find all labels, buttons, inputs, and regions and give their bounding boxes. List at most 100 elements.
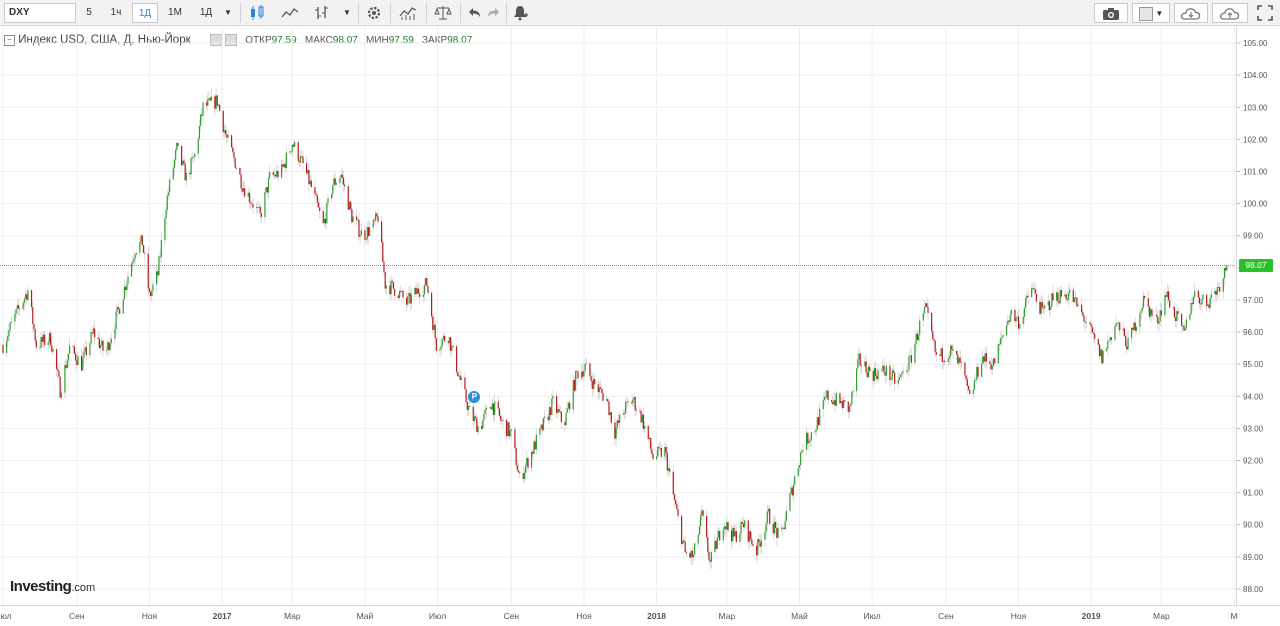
candle [808,441,810,444]
y-tick-label: 92.00 [1243,457,1264,466]
indicators-icon[interactable] [399,4,417,22]
candle [155,271,158,285]
candle [84,347,86,352]
candle [27,290,29,300]
candle [300,156,302,163]
interval-custom-button[interactable]: 1Д [199,7,213,18]
candle [1006,325,1008,336]
candle [1209,297,1211,308]
candle [422,294,424,297]
area-chart-type-icon[interactable] [281,4,299,22]
candle [457,372,459,377]
candle [1064,294,1066,297]
candle [690,550,692,558]
candle [791,487,793,496]
event-marker-icon[interactable]: P [468,390,481,403]
candle [1141,307,1143,311]
candle [59,376,61,398]
candle [176,142,178,150]
y-tick-label: 99.00 [1243,232,1264,241]
price-chart[interactable] [0,27,1236,605]
candle [265,187,267,193]
candle [885,365,887,376]
candle [967,385,970,390]
candle [852,391,854,393]
candle [1102,350,1104,364]
candle [764,532,766,540]
candle [326,202,328,224]
undo-icon[interactable] [465,4,483,22]
interval-dropdown-icon[interactable]: ▼ [224,8,232,17]
y-tick-label: 94.00 [1243,392,1264,401]
candle [26,294,28,300]
cloud-save-button[interactable] [1212,3,1248,23]
candle [840,400,842,404]
candle [516,465,518,471]
collapse-legend-icon[interactable]: − [4,34,15,46]
alert-icon[interactable] [511,4,529,22]
candle [807,432,809,444]
candle [1190,302,1192,315]
bars-chart-type-icon[interactable] [313,4,331,22]
candle [1067,293,1070,300]
x-tick-label: Июл [863,611,880,621]
candle [255,207,258,208]
candle [952,349,954,351]
candle [105,350,108,351]
toolbar-divider [506,3,507,23]
candle [608,401,610,416]
chart-type-dropdown-icon[interactable]: ▼ [343,8,351,17]
candle [284,163,286,168]
camera-button[interactable] [1094,3,1128,23]
candle [1034,289,1036,295]
candle [316,195,318,203]
candle [560,411,562,423]
cloud-load-button[interactable] [1174,3,1208,23]
candle [1132,327,1134,330]
candle [1208,304,1210,308]
candle [414,287,416,295]
candle [498,408,501,416]
candle [883,365,885,373]
candle [557,409,559,413]
candle [634,397,636,411]
candle [809,439,811,442]
candle [523,472,526,479]
redo-icon[interactable] [485,4,503,22]
candle [252,204,254,208]
candle [683,540,685,542]
symbol-input[interactable]: DXY [4,3,76,23]
candle [564,422,566,426]
candle [134,254,136,259]
candle [522,473,524,479]
candle [1081,304,1083,313]
interval-1m-button[interactable]: 1М [168,7,182,18]
y-tick-label: 100.00 [1243,200,1268,209]
compare-scales-icon[interactable] [434,4,452,22]
candle [617,420,620,423]
candle [1156,314,1158,317]
candle [948,356,951,359]
time-axis[interactable]: Июл Сен Ноя 2017 Мар Май Июл Сен Ноя 2018 Мар Май Ию… [0,605,1280,626]
candle [227,135,229,138]
candle [357,219,359,221]
fullscreen-icon[interactable] [1256,4,1274,22]
color-picker-button[interactable]: ▼ [1132,3,1170,23]
candle [1185,319,1187,329]
candles-chart-type-icon[interactable] [248,4,266,22]
candle [7,336,9,341]
candle [83,351,85,358]
interval-5m-button[interactable]: 5 [86,7,92,18]
candle [222,110,224,133]
price-axis[interactable]: 88.00 89.00 90.00 91.00 92.00 93.00 94.00 95.00… [1236,27,1280,605]
candle [133,258,135,262]
gear-icon[interactable] [365,4,383,22]
candle [1173,307,1176,318]
candle [635,410,637,412]
interval-1d-button[interactable]: 1Д [132,3,158,23]
candle [841,400,843,409]
candle [405,297,408,305]
candle [857,359,859,369]
candle [975,379,977,381]
interval-1h-button[interactable]: 1ч [110,7,122,18]
